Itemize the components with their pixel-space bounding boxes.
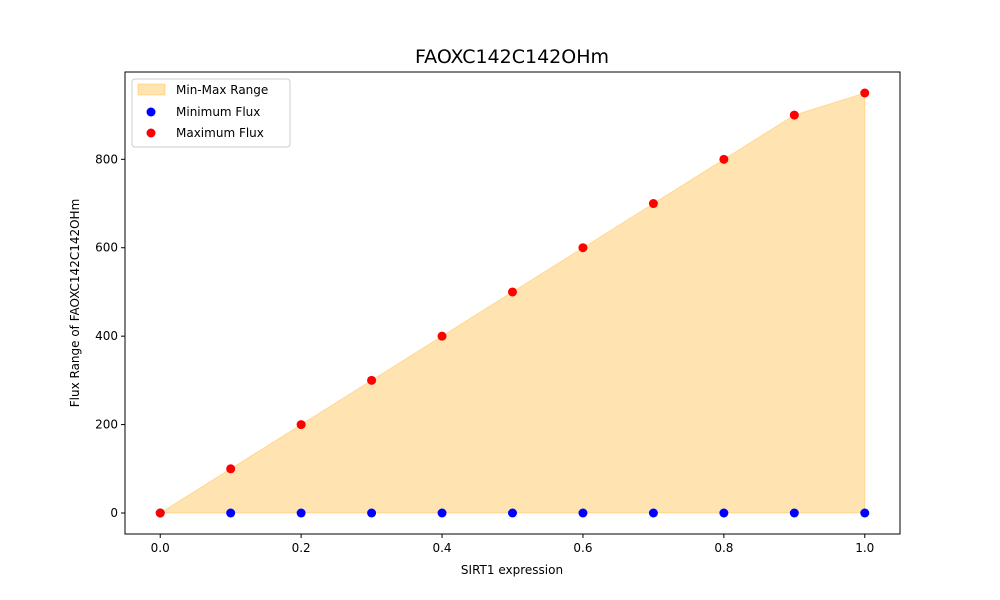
max-flux-point-4 xyxy=(437,331,447,341)
max-flux-point-2 xyxy=(296,420,306,430)
legend-label-min: Minimum Flux xyxy=(176,105,260,119)
max-flux-point-9 xyxy=(789,110,799,120)
min-flux-point-8 xyxy=(719,508,729,518)
x-tick-label-0: 0.0 xyxy=(151,541,170,555)
max-flux-point-0 xyxy=(155,508,165,518)
max-flux-point-3 xyxy=(367,375,377,385)
legend-label-max: Maximum Flux xyxy=(176,126,264,140)
legend-box xyxy=(131,78,291,148)
min-flux-point-9 xyxy=(789,508,799,518)
x-tick-label-1: 0.2 xyxy=(292,541,311,555)
max-flux-point-5 xyxy=(508,287,517,297)
min-flux-point-2 xyxy=(296,508,306,518)
min-flux-point-4 xyxy=(437,508,447,518)
legend-marker-min xyxy=(146,107,156,117)
max-flux-point-7 xyxy=(648,199,658,209)
min-max-range-fill xyxy=(158,92,866,514)
max-flux-point-1 xyxy=(226,464,236,474)
y-axis-label: Flux Range of FAOXC142C142OHm xyxy=(68,199,82,408)
legend: Min-Max Range Minimum Flux Maximum Flux xyxy=(131,78,291,148)
plot-frame xyxy=(124,71,901,535)
max-flux-point-8 xyxy=(719,154,729,164)
y-tick-label-3: 600 xyxy=(95,241,118,255)
y-tick-label-1: 200 xyxy=(95,418,118,432)
min-flux-point-5 xyxy=(508,508,517,518)
y-tick-label-4: 800 xyxy=(95,152,118,166)
max-flux-point-10 xyxy=(860,88,870,98)
legend-label-range: Min-Max Range xyxy=(176,83,268,97)
x-tick-label-2: 0.4 xyxy=(432,541,451,555)
min-flux-point-6 xyxy=(578,508,588,518)
x-axis-label: SIRT1 expression xyxy=(461,563,563,577)
x-tick-label-4: 0.8 xyxy=(714,541,733,555)
min-flux-point-7 xyxy=(648,508,658,518)
x-tick-label-3: 0.6 xyxy=(573,541,592,555)
chart-title: FAOXC142C142OHm xyxy=(415,46,609,68)
legend-swatch-range xyxy=(137,83,166,96)
max-flux-point-6 xyxy=(578,243,588,253)
y-tick-label-0: 0 xyxy=(110,506,118,520)
x-tick-label-5: 1.0 xyxy=(855,541,874,555)
min-flux-point-10 xyxy=(860,508,870,518)
min-flux-point-1 xyxy=(226,508,236,518)
y-tick-label-2: 400 xyxy=(95,329,118,343)
axes: 0.0 0.2 0.4 0.6 0.8 1.0 0 200 400 600 800 xyxy=(95,152,874,555)
min-flux-point-3 xyxy=(367,508,377,518)
legend-marker-max xyxy=(146,128,156,138)
plot-area xyxy=(155,88,870,518)
